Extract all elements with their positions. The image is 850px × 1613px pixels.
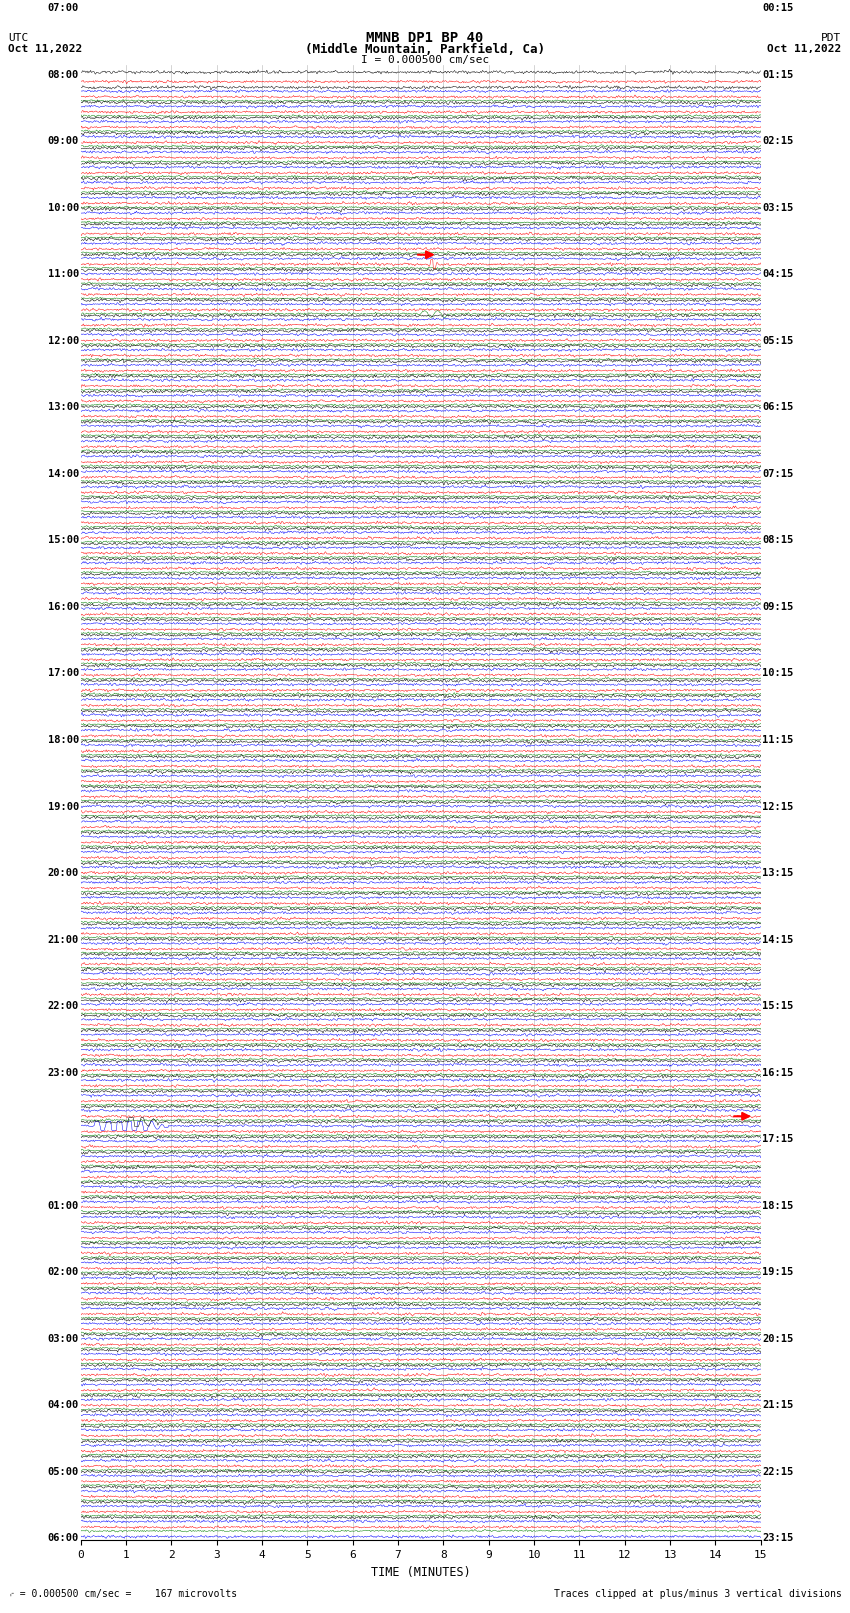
Text: 01:00: 01:00 — [48, 1200, 79, 1211]
Text: 17:15: 17:15 — [762, 1134, 794, 1144]
Text: 05:00: 05:00 — [48, 1466, 79, 1476]
Text: 13:00: 13:00 — [48, 402, 79, 413]
Text: 19:00: 19:00 — [48, 802, 79, 811]
Text: 22:00: 22:00 — [48, 1002, 79, 1011]
Text: Oct 11,2022: Oct 11,2022 — [768, 44, 842, 55]
Text: UTC: UTC — [8, 32, 29, 44]
Text: PDT: PDT — [821, 32, 842, 44]
Text: 21:00: 21:00 — [48, 934, 79, 945]
Text: 14:15: 14:15 — [762, 934, 794, 945]
Text: 19:15: 19:15 — [762, 1268, 794, 1277]
Text: 01:15: 01:15 — [762, 69, 794, 79]
Text: 03:00: 03:00 — [48, 1334, 79, 1344]
Text: 23:00: 23:00 — [48, 1068, 79, 1077]
Text: 16:15: 16:15 — [762, 1068, 794, 1077]
Text: 00:15: 00:15 — [762, 3, 794, 13]
Text: 11:15: 11:15 — [762, 736, 794, 745]
Text: 15:15: 15:15 — [762, 1002, 794, 1011]
Text: ⌌ = 0.000500 cm/sec =    167 microvolts: ⌌ = 0.000500 cm/sec = 167 microvolts — [8, 1589, 238, 1598]
Text: 17:00: 17:00 — [48, 668, 79, 679]
Text: 13:15: 13:15 — [762, 868, 794, 877]
Text: 14:00: 14:00 — [48, 469, 79, 479]
Text: 18:00: 18:00 — [48, 736, 79, 745]
Text: 04:15: 04:15 — [762, 269, 794, 279]
Text: MMNB DP1 BP 40: MMNB DP1 BP 40 — [366, 31, 484, 45]
Text: 09:00: 09:00 — [48, 137, 79, 147]
Text: 11:00: 11:00 — [48, 269, 79, 279]
Text: 06:15: 06:15 — [762, 402, 794, 413]
Text: 20:00: 20:00 — [48, 868, 79, 877]
Text: 21:15: 21:15 — [762, 1400, 794, 1410]
Text: 07:00: 07:00 — [48, 3, 79, 13]
Text: 02:00: 02:00 — [48, 1268, 79, 1277]
Text: 16:00: 16:00 — [48, 602, 79, 611]
Text: 05:15: 05:15 — [762, 336, 794, 345]
Text: 23:15: 23:15 — [762, 1534, 794, 1544]
Text: 03:15: 03:15 — [762, 203, 794, 213]
Text: I = 0.000500 cm/sec: I = 0.000500 cm/sec — [361, 55, 489, 66]
Text: 06:00: 06:00 — [48, 1534, 79, 1544]
Text: 08:15: 08:15 — [762, 536, 794, 545]
Text: 22:15: 22:15 — [762, 1466, 794, 1476]
Text: 09:15: 09:15 — [762, 602, 794, 611]
Text: 02:15: 02:15 — [762, 137, 794, 147]
Text: 10:00: 10:00 — [48, 203, 79, 213]
Text: 04:00: 04:00 — [48, 1400, 79, 1410]
Text: 10:15: 10:15 — [762, 668, 794, 679]
Text: (Middle Mountain, Parkfield, Ca): (Middle Mountain, Parkfield, Ca) — [305, 42, 545, 56]
Text: 12:00: 12:00 — [48, 336, 79, 345]
Text: 15:00: 15:00 — [48, 536, 79, 545]
Text: 07:15: 07:15 — [762, 469, 794, 479]
X-axis label: TIME (MINUTES): TIME (MINUTES) — [371, 1566, 471, 1579]
Text: 12:15: 12:15 — [762, 802, 794, 811]
Text: 08:00: 08:00 — [48, 69, 79, 79]
Text: 20:15: 20:15 — [762, 1334, 794, 1344]
Text: 18:15: 18:15 — [762, 1200, 794, 1211]
Text: Oct 11,2022: Oct 11,2022 — [8, 44, 82, 55]
Text: Traces clipped at plus/minus 3 vertical divisions: Traces clipped at plus/minus 3 vertical … — [553, 1589, 842, 1598]
